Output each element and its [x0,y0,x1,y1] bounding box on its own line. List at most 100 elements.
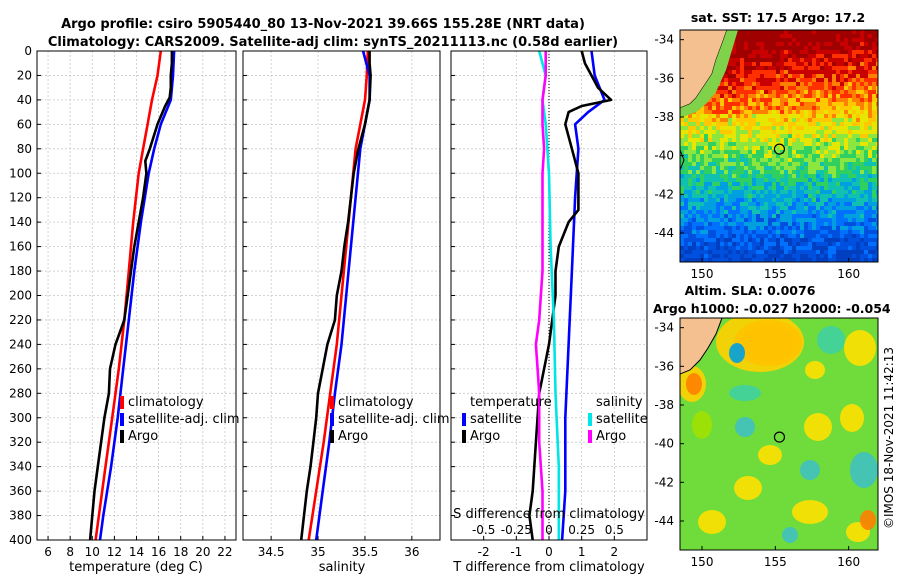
sst-cell [860,98,864,102]
sst-cell [852,30,856,34]
sst-cell [772,110,776,114]
sst-cell [808,38,812,42]
sst-cell [784,182,788,186]
sst-cell [796,242,800,246]
sst-cell [768,106,772,110]
sst-cell [728,150,732,154]
sla-blob [734,476,762,500]
sst-cell [804,194,808,198]
sst-cell [784,254,788,258]
sst-cell [852,254,856,258]
sst-cell [732,162,736,166]
sst-cell [812,126,816,130]
sst-cell [836,86,840,90]
sst-cell [840,230,844,234]
sst-cell [876,170,878,174]
sst-cell [764,130,768,134]
sst-cell [772,210,776,214]
sst-cell [868,46,872,50]
sst-cell [868,142,872,146]
sst-cell [688,190,692,194]
sst-cell [776,42,780,46]
sst-cell [720,254,724,258]
sst-cell [868,258,872,262]
sst-cell [740,34,744,38]
sst-cell [748,134,752,138]
series-salinity-argo [534,51,548,540]
sst-cell [760,250,764,254]
sst-cell [728,110,732,114]
sst-cell [752,170,756,174]
sst-cell [788,222,792,226]
sst-cell [752,242,756,246]
sst-cell [816,174,820,178]
sst-cell [864,194,868,198]
sst-cell [876,62,878,66]
sst-cell [848,42,852,46]
lat-tick-label: -42 [654,475,674,489]
x-tick-label: 6 [44,545,52,559]
sla-blob [716,318,804,372]
sst-cell [832,234,836,238]
sst-cell [828,134,832,138]
sst-cell [832,154,836,158]
sst-cell [732,66,736,70]
sst-cell [680,218,684,222]
sst-cell [876,242,878,246]
sst-cell [780,254,784,258]
sst-cell [852,50,856,54]
sst-cell [812,234,816,238]
sst-cell [804,74,808,78]
sst-cell [868,94,872,98]
sst-cell [872,94,876,98]
sst-cell [824,98,828,102]
sst-cell [776,190,780,194]
sst-cell [872,162,876,166]
sst-cell [792,30,796,34]
sst-cell [768,146,772,150]
sst-cell [756,190,760,194]
sst-cell [840,70,844,74]
sst-cell [772,90,776,94]
sst-cell [812,118,816,122]
sst-cell [680,194,684,198]
sst-cell [764,238,768,242]
sst-cell [812,94,816,98]
sst-cell [748,250,752,254]
sst-cell [812,230,816,234]
sst-cell [712,190,716,194]
sst-cell [856,254,860,258]
sst-cell [788,246,792,250]
sst-cell [876,258,878,262]
sst-cell [832,206,836,210]
sst-cell [700,198,704,202]
sst-cell [800,258,804,262]
sst-cell [764,138,768,142]
sst-cell [784,90,788,94]
sst-cell [780,62,784,66]
sst-cell [820,62,824,66]
sst-cell [700,150,704,154]
sst-cell [860,242,864,246]
sst-cell [852,186,856,190]
sst-cell [784,54,788,58]
sst-cell [748,50,752,54]
sst-cell [684,222,688,226]
sst-cell [752,190,756,194]
sst-cell [796,182,800,186]
sst-cell [820,42,824,46]
sst-cell [736,174,740,178]
lat-tick-label: -42 [654,187,674,201]
sst-cell [760,142,764,146]
sst-cell [696,238,700,242]
sst-cell [704,110,708,114]
sst-cell [740,150,744,154]
sst-cell [716,94,720,98]
sst-cell [744,34,748,38]
sst-cell [812,46,816,50]
sst-cell [792,66,796,70]
sla-blob [804,413,832,441]
sst-cell [808,234,812,238]
depth-tick-label: 60 [17,117,32,131]
sst-cell [768,202,772,206]
